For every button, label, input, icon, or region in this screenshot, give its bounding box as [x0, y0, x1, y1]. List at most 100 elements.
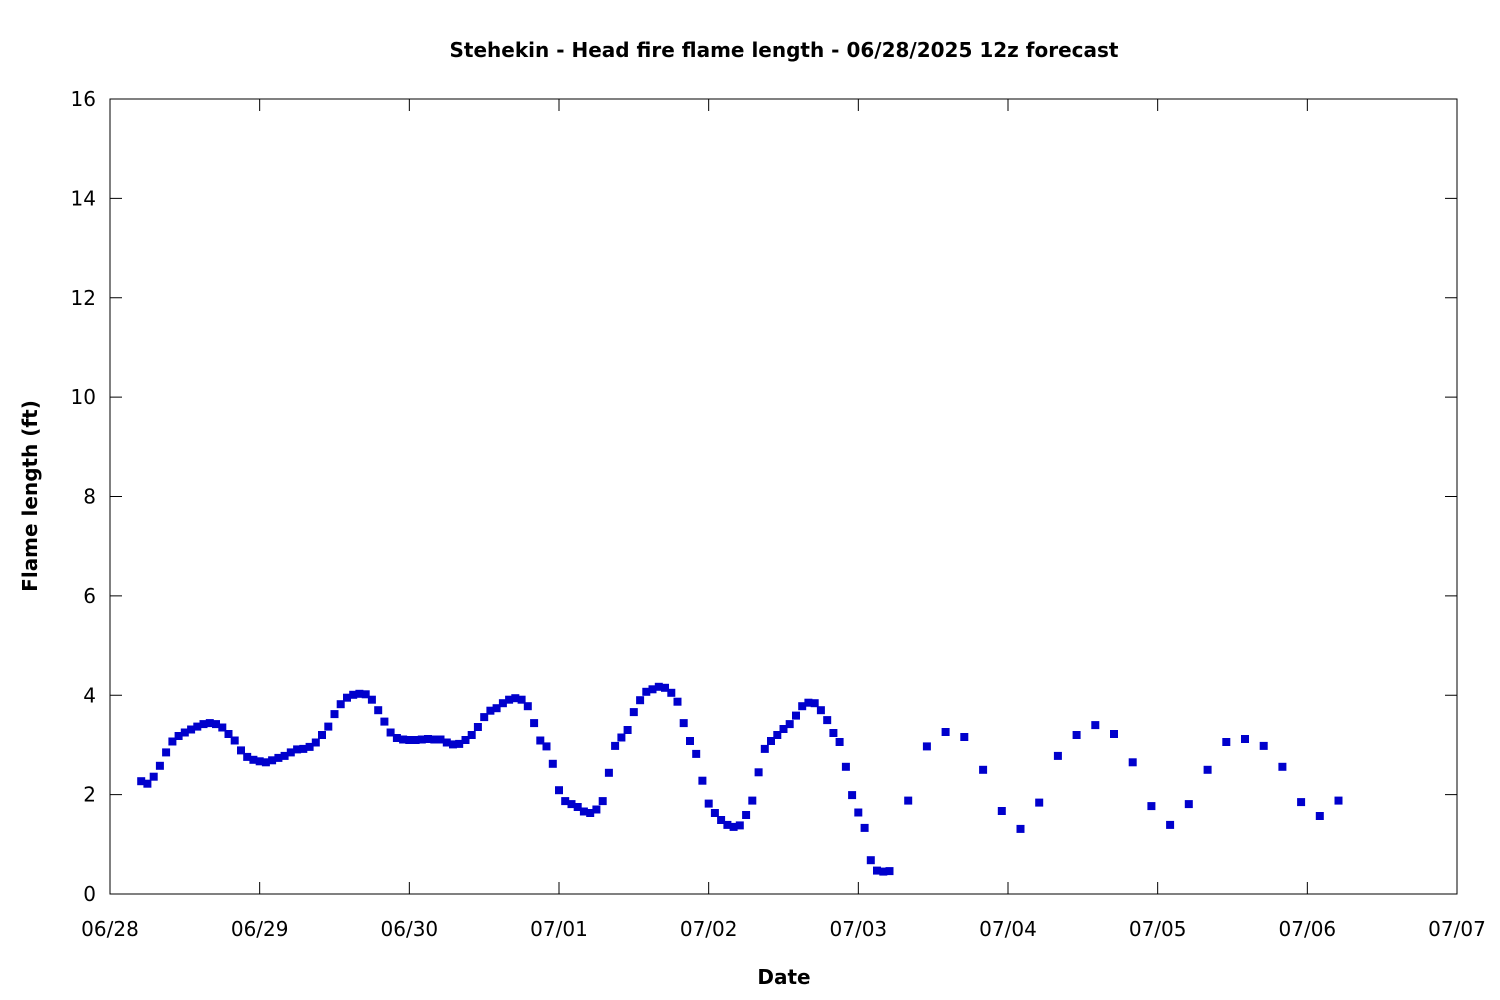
data-point: [324, 722, 333, 731]
x-tick-label: 07/03: [830, 917, 888, 941]
data-point: [873, 866, 881, 875]
data-point: [604, 768, 613, 777]
data-point: [567, 800, 576, 809]
data-point: [829, 729, 838, 737]
data-point: [155, 761, 164, 770]
x-tick-label: 06/28: [81, 917, 139, 941]
data-point: [449, 740, 457, 749]
data-point: [661, 683, 669, 692]
data-point: [455, 739, 464, 748]
data-point: [698, 776, 707, 785]
data-point: [692, 749, 701, 758]
data-point: [205, 719, 214, 728]
y-tick-label: 8: [83, 485, 96, 509]
data-point: [168, 737, 177, 746]
data-point: [1315, 812, 1324, 820]
x-tick-label: 07/01: [530, 917, 588, 941]
data-point: [311, 738, 320, 747]
data-point: [1259, 741, 1268, 750]
data-point: [979, 765, 988, 774]
data-point: [754, 768, 763, 777]
data-point: [367, 695, 376, 704]
data-point: [860, 823, 869, 832]
x-tick-label: 07/05: [1129, 917, 1187, 941]
data-point: [804, 698, 813, 707]
data-point: [816, 706, 825, 715]
data-point: [467, 731, 476, 739]
data-point: [785, 720, 794, 729]
data-point: [586, 809, 595, 817]
data-point: [380, 717, 389, 726]
data-point: [767, 737, 775, 745]
x-tick-label: 06/29: [231, 917, 289, 941]
chart-title: Stehekin - Head fire flame length - 06/2…: [450, 38, 1119, 62]
data-point: [230, 736, 239, 745]
data-point: [511, 694, 520, 703]
x-tick-label: 07/04: [979, 917, 1037, 941]
data-point: [212, 720, 220, 729]
data-point: [885, 867, 894, 876]
data-point: [473, 723, 482, 731]
data-point: [330, 710, 339, 719]
data-point: [218, 723, 227, 732]
data-point: [648, 685, 657, 694]
data-point: [723, 820, 732, 829]
data-point: [498, 699, 507, 708]
data-point: [505, 695, 514, 704]
data-point: [243, 752, 252, 761]
y-tick-label: 10: [71, 385, 96, 409]
data-point: [1053, 751, 1062, 760]
data-point: [405, 736, 414, 744]
data-point: [1278, 762, 1287, 771]
y-tick-label: 2: [83, 783, 96, 807]
data-point: [760, 744, 769, 753]
data-point: [430, 735, 439, 744]
data-point: [442, 738, 451, 747]
data-point: [411, 736, 420, 744]
data-point: [180, 728, 189, 737]
data-point: [854, 808, 863, 817]
y-tick-label: 4: [83, 683, 96, 707]
data-point: [997, 807, 1006, 815]
data-point: [299, 744, 308, 753]
data-point: [318, 731, 326, 739]
data-point: [704, 799, 713, 808]
data-point: [492, 704, 501, 713]
x-tick-label: 07/02: [680, 917, 738, 941]
data-point: [399, 735, 408, 744]
data-point: [848, 791, 857, 800]
data-point: [137, 777, 146, 786]
data-point: [779, 725, 788, 733]
data-point: [792, 711, 800, 720]
data-point: [1166, 820, 1175, 829]
data-point: [523, 702, 532, 711]
data-point: [617, 733, 626, 742]
data-point: [960, 733, 969, 741]
data-point: [199, 720, 208, 729]
data-point: [293, 745, 302, 754]
data-point: [187, 725, 196, 734]
data-point: [530, 719, 539, 728]
data-point: [361, 690, 370, 699]
data-point: [904, 796, 913, 805]
data-point: [261, 758, 270, 767]
data-point: [823, 716, 832, 725]
data-point: [941, 728, 950, 736]
data-point: [654, 682, 663, 691]
data-point: [1147, 802, 1156, 811]
y-tick-label: 0: [83, 882, 96, 906]
y-axis-label: Flame length (ft): [18, 400, 42, 592]
data-point: [835, 738, 844, 746]
x-axis-label: Date: [757, 965, 810, 989]
data-point: [667, 688, 676, 697]
data-point: [922, 742, 931, 751]
data-point: [1035, 798, 1044, 807]
data-point: [1203, 765, 1212, 774]
data-point: [1222, 738, 1231, 746]
data-point: [548, 759, 557, 768]
data-point: [174, 732, 183, 740]
data-point: [579, 807, 588, 816]
data-point: [1128, 758, 1137, 767]
data-point: [748, 796, 757, 805]
